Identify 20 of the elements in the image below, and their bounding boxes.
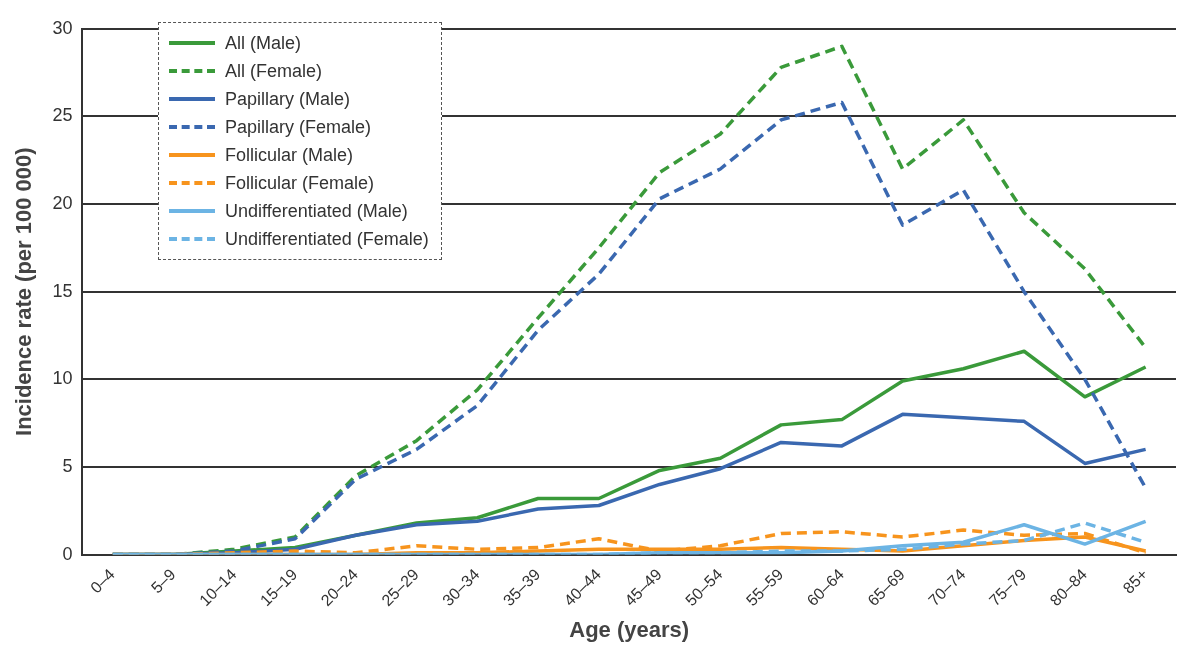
x-axis-title: Age (years) [569,616,690,642]
legend-label: All (Female) [225,60,323,82]
y-tick-label: 5 [62,455,73,476]
legend-label: Follicular (Female) [225,172,375,194]
legend-label: Follicular (Male) [225,144,354,166]
legend-label: Papillary (Female) [225,116,372,138]
y-tick-label: 20 [52,193,73,214]
y-tick-label: 0 [62,543,73,564]
y-tick-label: 10 [52,368,73,389]
legend-label: Papillary (Male) [225,88,351,110]
x-tick-label: 0–4 [87,565,119,597]
x-tick-label: 85+ [1119,565,1151,597]
legend-label: All (Male) [225,32,302,54]
y-tick-label: 25 [52,105,73,126]
legend-label: Undifferentiated (Male) [225,200,408,222]
x-tick-label: 5–9 [147,565,179,597]
legend-label: Undifferentiated (Female) [225,228,429,250]
y-tick-label: 30 [52,17,73,38]
y-axis-title: Incidence rate (per 100 000) [11,147,37,436]
y-tick-label: 15 [52,280,73,301]
